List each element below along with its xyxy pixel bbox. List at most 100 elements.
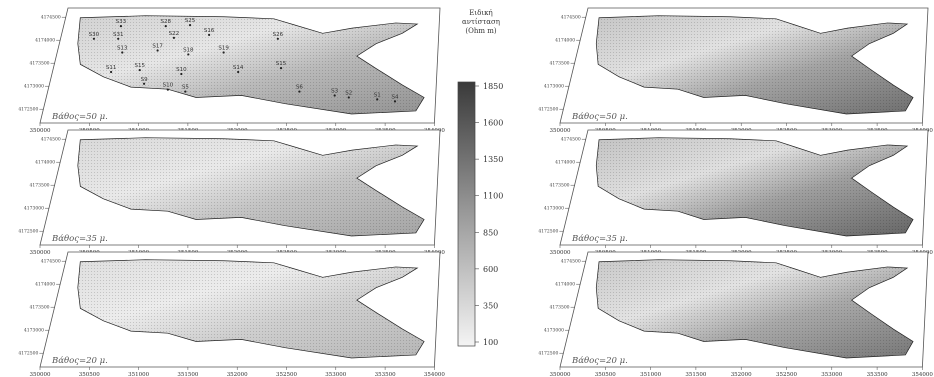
well-label: S2 (345, 90, 352, 96)
y-tick-label: 4173000 (24, 84, 44, 90)
y-tick-label: 4173000 (24, 206, 44, 212)
well-label: S31 (113, 32, 124, 38)
y-tick-label: 4172500 (538, 351, 558, 357)
colorbar-tick-label: 100 (483, 338, 498, 347)
colorbar-gradient (457, 81, 476, 347)
surface-stipple (596, 15, 914, 115)
well-marker (109, 70, 113, 74)
x-tick-label: 352500 (776, 372, 797, 377)
y-tick-label: 4173000 (544, 84, 564, 90)
well-label: S15 (276, 61, 287, 67)
y-tick-label: 4174500 (561, 259, 581, 265)
well-label: S10 (176, 67, 187, 73)
x-tick-label: 350500 (79, 372, 100, 377)
x-tick-label: 354000 (912, 372, 933, 377)
x-tick-label: 352000 (227, 372, 248, 377)
y-tick-label: 4172500 (18, 107, 38, 113)
well-marker (279, 67, 283, 70)
colorbar: Ειδική αντίσταση (Ohm m) 1850 1600 1350 110… (457, 9, 503, 347)
well-label: S4 (391, 94, 398, 100)
x-tick-label: 350000 (550, 128, 571, 134)
well-label: S9 (141, 77, 148, 83)
y-tick-label: 4172500 (538, 107, 558, 113)
depth-label: Βάθος=20 μ. (571, 355, 628, 366)
x-tick-label: 351500 (177, 372, 198, 377)
y-tick-label: 4172500 (538, 229, 558, 235)
well-label: S22 (169, 31, 180, 37)
well-label: S33 (116, 19, 127, 25)
colorbar-title-line-1: Ειδική (469, 9, 492, 17)
y-tick-label: 4173500 (30, 183, 50, 189)
depth-slice-panel: 4174500 4174000 4173500 4173000 4172500 35000… (538, 7, 933, 134)
well-marker (276, 37, 279, 40)
depth-slice-panel: 4174500 4174000 4173500 4173000 4172500 35000… (538, 251, 933, 377)
well-marker (121, 51, 124, 54)
well-label: S16 (204, 28, 215, 34)
x-tick-label: 352000 (731, 372, 752, 377)
well-label: S13 (117, 45, 128, 51)
well-label: S28 (161, 19, 172, 25)
x-tick-label: 353000 (325, 372, 346, 377)
y-tick-label: 4174500 (41, 259, 61, 265)
well-label: S30 (89, 32, 100, 38)
x-tick-label: 353500 (375, 372, 396, 377)
x-tick-label: 351000 (640, 372, 661, 377)
well-marker (207, 33, 211, 36)
y-tick-label: 4174500 (561, 137, 581, 143)
well-marker (142, 82, 146, 85)
y-tick-label: 4174500 (41, 137, 61, 143)
y-tick-label: 4172500 (18, 351, 38, 357)
y-tick-label: 4174000 (555, 160, 575, 166)
surface-stipple (596, 137, 914, 237)
x-tick-label: 351000 (128, 372, 149, 377)
colorbar-tick-label: 1600 (483, 119, 503, 128)
well-label: S3 (331, 88, 338, 94)
surface-stipple (77, 15, 425, 115)
well-label: S15 (134, 63, 145, 69)
surface-stipple (77, 259, 425, 359)
well-marker (237, 70, 240, 74)
x-tick-label: 353000 (821, 372, 842, 377)
depth-slice-panel: 4174500 4174000 4173500 4173000 4172500 35000… (18, 7, 445, 134)
colorbar-title-line-3: (Ohm m) (465, 27, 496, 35)
y-tick-label: 4174000 (35, 282, 55, 288)
depth-slice-panel: 4174500 4174000 4173500 4173000 4172500 35000… (18, 129, 445, 256)
x-tick-label: 352500 (276, 372, 297, 377)
well-marker (222, 51, 225, 54)
well-marker (164, 24, 167, 28)
well-marker (187, 53, 190, 56)
y-tick-label: 4173500 (550, 305, 570, 311)
well-marker (138, 68, 141, 72)
well-label: S6 (296, 85, 303, 91)
well-marker (156, 49, 159, 52)
x-tick-label: 350000 (30, 250, 51, 256)
colorbar-title-line-2: αντίσταση (462, 17, 500, 26)
colorbar-tick-label: 1100 (483, 192, 503, 201)
colorbar-tick-label: 1350 (483, 155, 503, 164)
y-tick-label: 4173000 (544, 206, 564, 212)
y-tick-label: 4174000 (35, 160, 55, 166)
well-marker (347, 96, 350, 99)
well-label: S1 (374, 92, 381, 98)
x-tick-label: 350500 (595, 372, 616, 377)
x-tick-label: 353500 (867, 372, 888, 377)
x-tick-label: 350000 (30, 128, 51, 134)
well-marker (376, 98, 379, 101)
well-label: S5 (182, 85, 189, 91)
well-marker (119, 24, 123, 28)
well-label: S26 (273, 32, 284, 38)
y-tick-label: 4174000 (35, 38, 55, 44)
well-label: S25 (185, 18, 196, 24)
surface-stipple (596, 259, 914, 359)
well-marker (298, 90, 301, 93)
colorbar-ticks: 1850 1600 1350 1100 850 600 350 100 (475, 82, 503, 347)
well-label: S17 (152, 44, 163, 50)
depth-slice-panel: 4174500 4174000 4173500 4173000 4172500 35000… (18, 251, 445, 377)
y-tick-label: 4174500 (41, 15, 61, 21)
y-tick-label: 4173500 (30, 61, 50, 67)
depth-label: Βάθος=35 μ. (571, 233, 628, 244)
well-label: S10 (163, 83, 174, 89)
depth-label: Βάθος=50 μ. (51, 111, 108, 122)
y-tick-label: 4173000 (544, 328, 564, 334)
